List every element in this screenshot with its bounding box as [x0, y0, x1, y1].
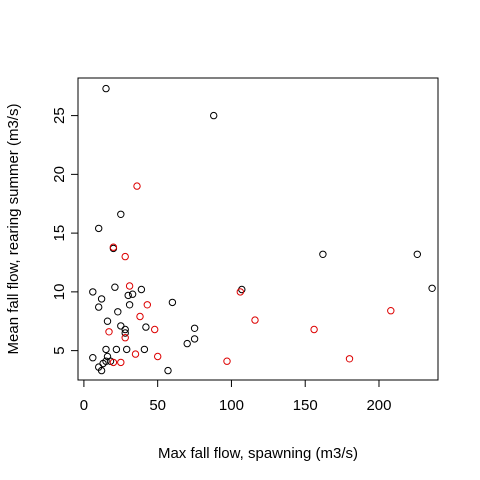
- data-point: [236, 288, 245, 296]
- data-point: [123, 345, 131, 354]
- data-point: [190, 335, 199, 343]
- data-point: [131, 350, 140, 358]
- data-point: [117, 210, 125, 219]
- data-point: [111, 283, 119, 291]
- data-point: [387, 307, 395, 315]
- data-point: [190, 324, 199, 332]
- data-point: [114, 308, 122, 316]
- data-point: [137, 285, 146, 294]
- data-point: [109, 243, 118, 251]
- x-axis-label: Max fall flow, spawning (m3/s): [158, 445, 358, 462]
- data-point: [112, 345, 121, 354]
- plot-area-box: [77, 77, 439, 381]
- data-point: [223, 357, 231, 365]
- data-point: [251, 316, 259, 324]
- data-point: [97, 295, 106, 303]
- y-tick-label: 5: [51, 346, 68, 354]
- data-point: [168, 298, 177, 307]
- data-point: [124, 291, 132, 300]
- data-point: [99, 359, 107, 368]
- x-tick-label: 0: [80, 397, 88, 414]
- data-point: [97, 366, 106, 375]
- data-point: [164, 366, 172, 375]
- y-tick-label: 20: [51, 166, 68, 183]
- data-point: [89, 354, 97, 362]
- data-point: [95, 303, 103, 311]
- x-tick-label: 200: [366, 397, 391, 414]
- data-point: [105, 328, 113, 336]
- x-tick-label: 50: [149, 397, 166, 414]
- x-tick-label: 150: [293, 397, 318, 414]
- data-point: [151, 325, 159, 334]
- data-point: [121, 334, 129, 342]
- data-point: [121, 252, 129, 261]
- data-point: [125, 282, 134, 290]
- data-point: [133, 182, 141, 190]
- data-point: [183, 339, 191, 348]
- data-point: [95, 224, 103, 233]
- data-point: [109, 358, 118, 367]
- x-tick-label: 100: [219, 397, 244, 414]
- data-point: [142, 323, 150, 331]
- data-point: [210, 111, 218, 120]
- data-point: [319, 250, 327, 259]
- data-point: [128, 290, 137, 298]
- data-point: [143, 301, 152, 309]
- data-point: [102, 84, 110, 93]
- data-point: [428, 284, 436, 292]
- data-point: [121, 325, 129, 334]
- y-tick-label: 25: [51, 107, 68, 124]
- data-point: [136, 312, 144, 321]
- data-point: [310, 325, 318, 334]
- data-point: [103, 317, 112, 325]
- data-point: [117, 322, 125, 330]
- data-point: [121, 329, 129, 337]
- data-point: [102, 345, 110, 354]
- x-axis: 0 50 100 150 200: [80, 379, 391, 414]
- y-axis-label: Mean fall flow, rearing summer (m3/s): [5, 104, 22, 355]
- y-tick-label: 10: [51, 284, 68, 301]
- data-point: [117, 358, 125, 367]
- data-points: [89, 84, 436, 375]
- data-point: [125, 301, 134, 309]
- data-point: [154, 352, 162, 361]
- y-tick-label: 15: [51, 225, 68, 242]
- data-point: [413, 250, 421, 259]
- data-point: [345, 355, 354, 363]
- y-axis: 5 10 15 20 25: [51, 107, 79, 355]
- data-point: [140, 345, 149, 354]
- data-point: [89, 288, 97, 296]
